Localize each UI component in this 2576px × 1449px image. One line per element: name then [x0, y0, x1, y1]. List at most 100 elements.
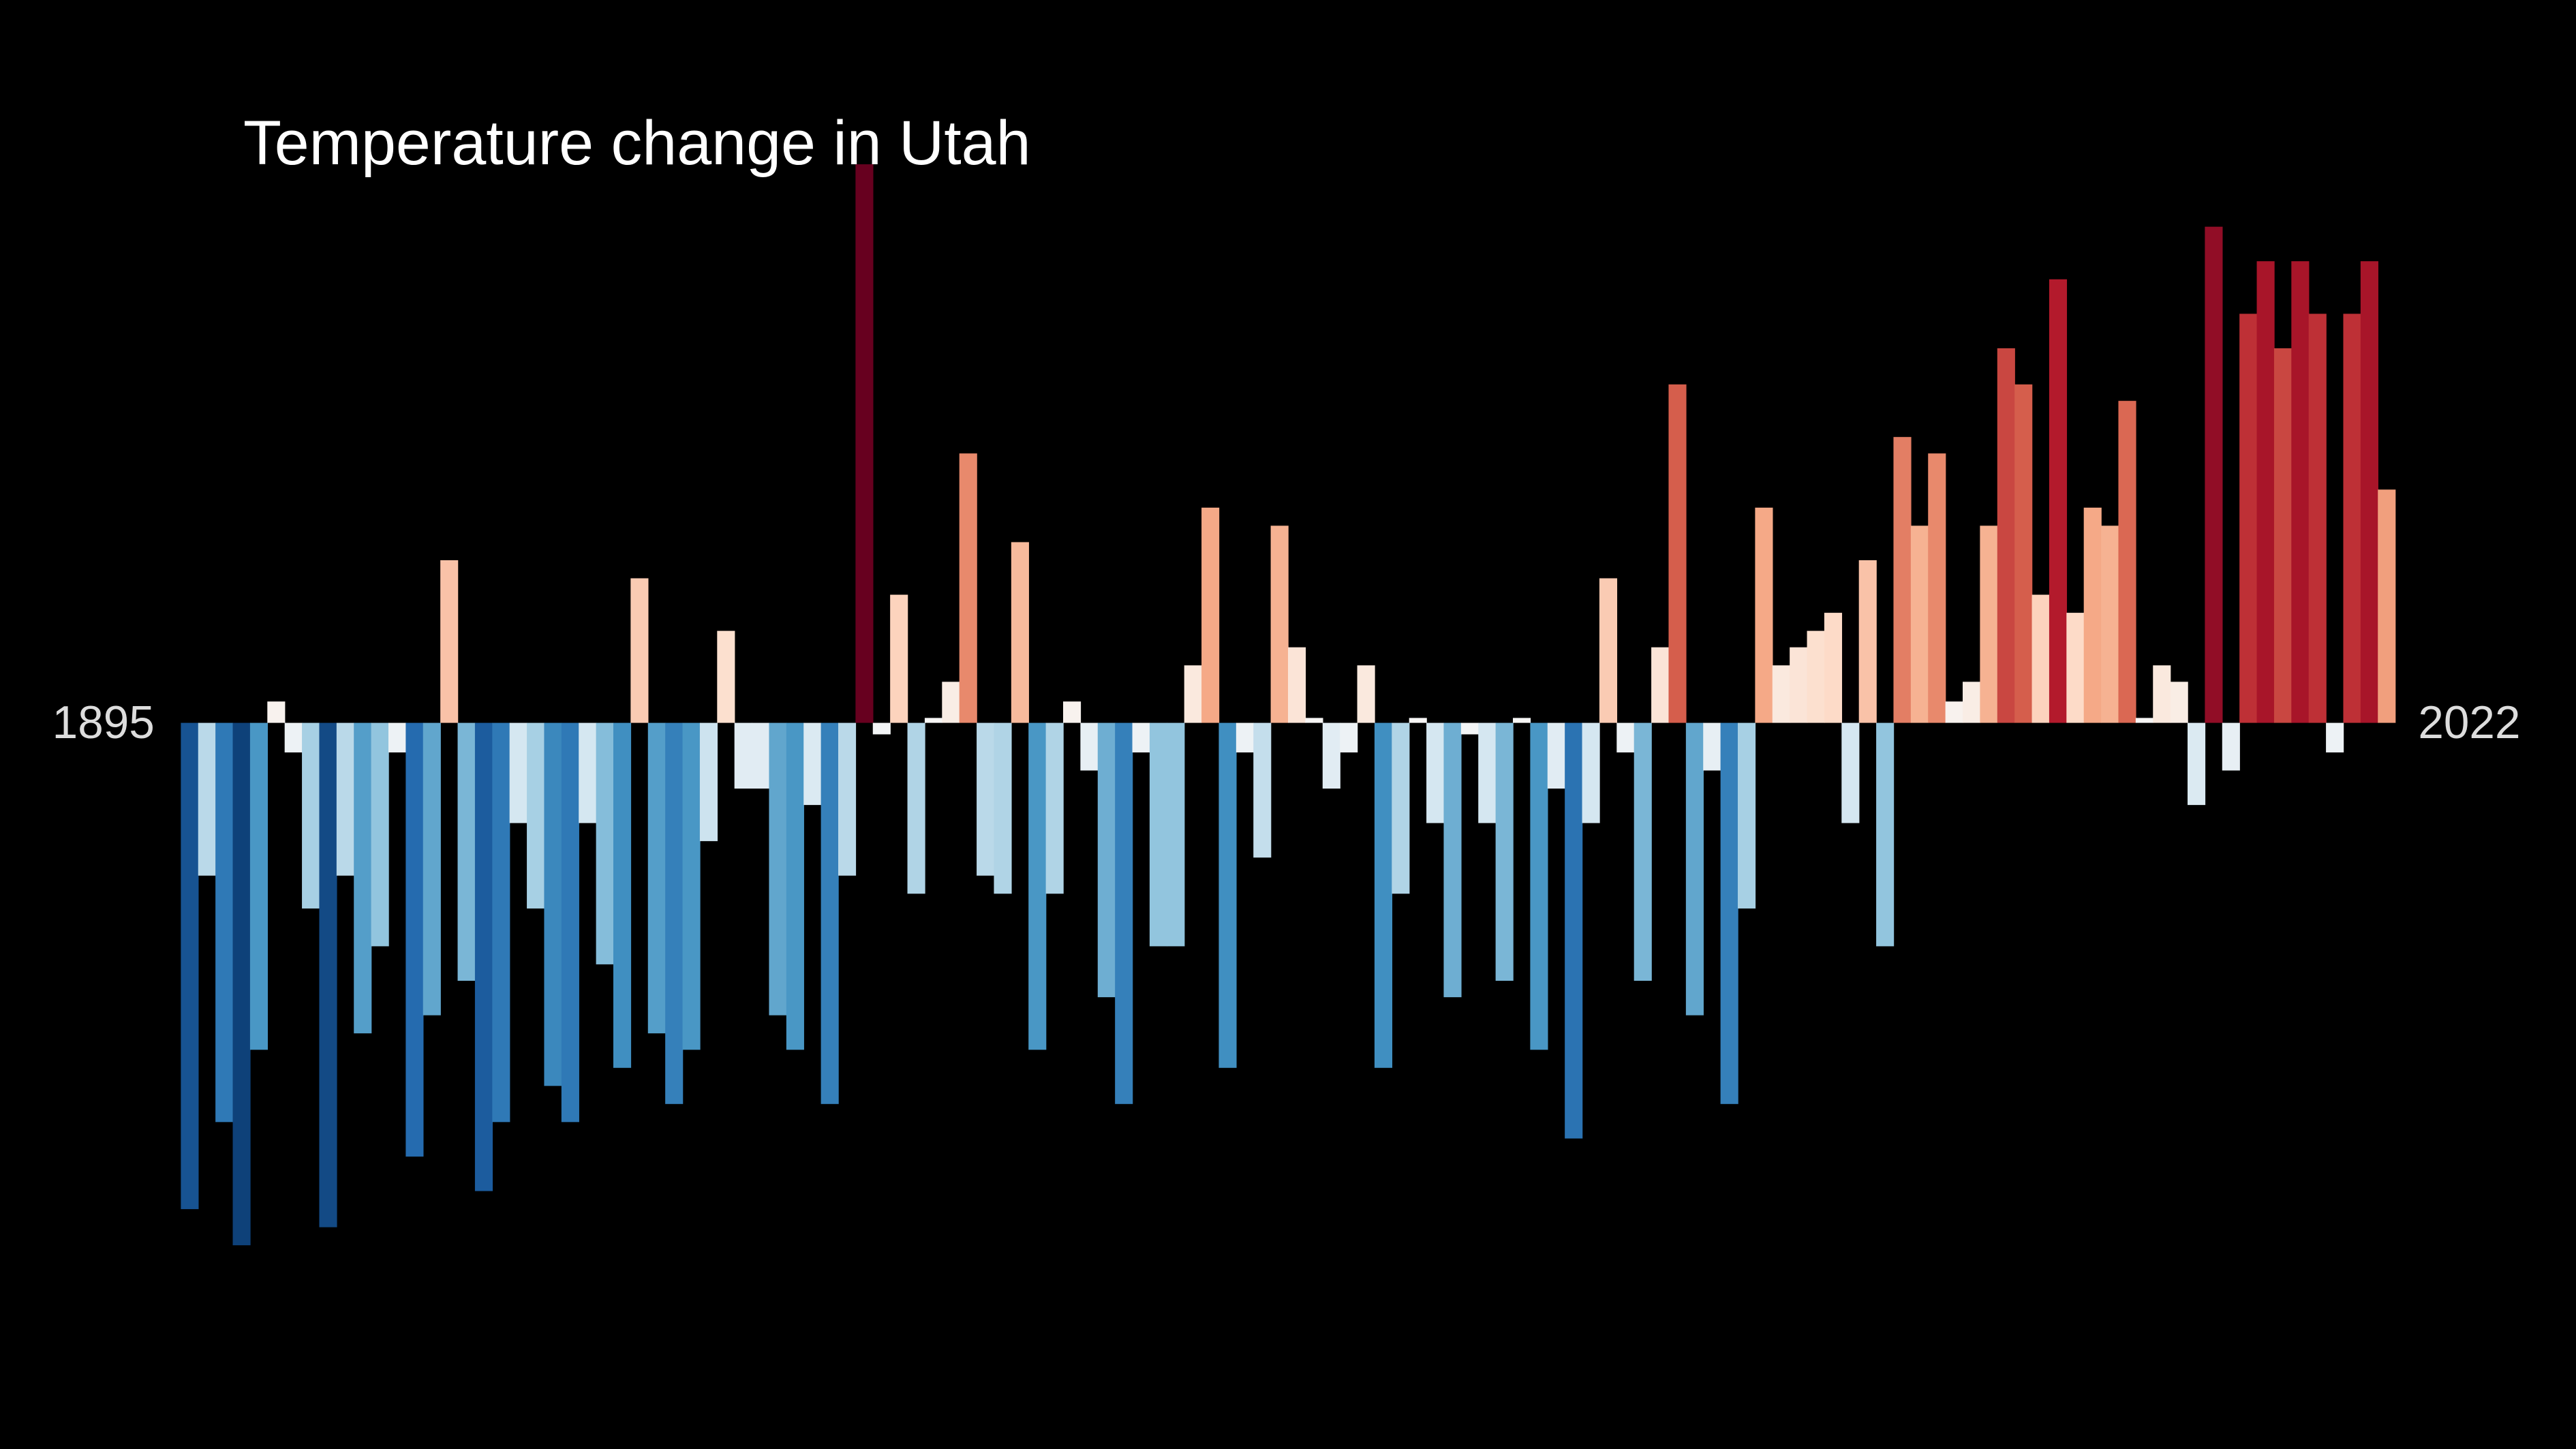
bar [1651, 647, 1670, 723]
bar [1115, 722, 1133, 1104]
bar [1513, 718, 1531, 723]
bar [717, 630, 735, 723]
bar [1668, 384, 1687, 723]
bar [1426, 722, 1445, 823]
bar [1270, 525, 1289, 723]
bar [1132, 722, 1150, 752]
bar [440, 560, 459, 723]
bar [665, 722, 684, 1104]
bar [1236, 722, 1254, 752]
bar [959, 453, 977, 723]
bar [1011, 542, 1029, 723]
bar [1910, 525, 1929, 723]
bar [319, 722, 337, 1227]
bar [1409, 718, 1427, 723]
bar [1149, 722, 1168, 947]
bar [1028, 722, 1047, 1050]
bar [1685, 722, 1704, 1016]
bar [2222, 722, 2240, 771]
bar [2083, 507, 2102, 723]
bar [2256, 261, 2275, 723]
bar [1858, 560, 1877, 723]
bar [474, 722, 493, 1191]
bar [2014, 384, 2033, 723]
bar [1460, 722, 1479, 735]
bar [405, 722, 424, 1157]
bar [752, 722, 770, 789]
bar [734, 722, 752, 789]
bar [1738, 722, 1756, 909]
bar [699, 722, 718, 842]
bar [1582, 722, 1600, 823]
bar [1634, 722, 1652, 981]
bar [2031, 594, 2050, 723]
bar [267, 701, 286, 723]
bar [492, 722, 510, 1123]
x-tick-label: 1895 [52, 697, 155, 748]
bar [284, 722, 303, 752]
bar [1322, 722, 1340, 789]
bar [630, 578, 649, 723]
bar [1288, 647, 1306, 723]
bar [1547, 722, 1565, 789]
bar [457, 722, 476, 981]
bar [544, 722, 562, 1086]
bar [1876, 722, 1895, 947]
bar [249, 722, 269, 1050]
bar [1530, 722, 1548, 1050]
bar [423, 722, 441, 1016]
bar [1824, 613, 1843, 723]
bar [1443, 722, 1462, 998]
bar [579, 722, 597, 823]
bar [2101, 525, 2119, 723]
bar [1167, 722, 1185, 947]
bar [1184, 665, 1202, 723]
bar [388, 722, 407, 752]
bar [2135, 718, 2153, 723]
bar [2118, 401, 2136, 723]
bar [2378, 489, 2396, 723]
bar [1599, 578, 1618, 723]
bar [821, 722, 839, 1104]
bar [1928, 453, 1946, 723]
bar [2308, 314, 2327, 723]
bar [994, 722, 1012, 894]
bar [1755, 507, 1773, 723]
bar [596, 722, 614, 964]
bar [1772, 665, 1790, 723]
chart-title: Temperature change in Utah [243, 108, 1031, 178]
bar [613, 722, 632, 1068]
bar [977, 722, 995, 876]
bar [2205, 226, 2223, 723]
bar [2066, 613, 2085, 723]
bar [1893, 437, 1912, 723]
bar [838, 722, 857, 876]
bar [2291, 261, 2310, 723]
bar [1703, 722, 1721, 771]
bar [1945, 701, 1963, 723]
bar [561, 722, 579, 1123]
bar [1616, 722, 1635, 752]
bar [1080, 722, 1099, 771]
bar [1565, 722, 1583, 1139]
bar [1253, 722, 1272, 858]
bar [890, 594, 908, 723]
bar [1841, 722, 1860, 823]
bar [1478, 722, 1497, 823]
bar [232, 722, 251, 1246]
bar [1963, 682, 1981, 723]
bar [1997, 348, 2015, 723]
bar [872, 722, 891, 735]
bar [682, 722, 701, 1050]
bar [786, 722, 804, 1050]
bar [647, 722, 666, 1034]
bar [2049, 279, 2068, 723]
bar [1495, 722, 1514, 981]
x-tick-label: 2022 [2418, 697, 2520, 748]
bar [336, 722, 354, 876]
bar [527, 722, 545, 909]
bar [1097, 722, 1116, 998]
bar [1218, 722, 1237, 1068]
bar [2188, 722, 2206, 806]
